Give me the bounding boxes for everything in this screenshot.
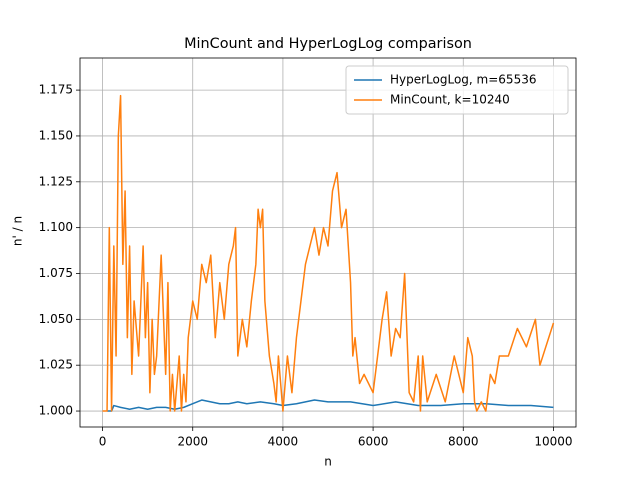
legend-label: HyperLogLog, m=65536 (390, 73, 536, 87)
x-tick-label: 0 (99, 435, 107, 449)
legend-box (345, 65, 569, 115)
y-tick-label: 1.075 (39, 266, 73, 280)
plot-frame (79, 57, 577, 428)
y-tick-label: 1.125 (39, 174, 73, 188)
series-line (107, 399, 554, 412)
x-axis-label: n (324, 455, 332, 469)
y-tick-label: 1.100 (39, 220, 73, 234)
y-tick-label: 1.150 (39, 128, 73, 142)
x-tick-label: 2000 (177, 435, 208, 449)
y-tick-label: 1.050 (39, 312, 73, 326)
x-tick-label: 10000 (534, 435, 572, 449)
chart-title: MinCount and HyperLogLog comparison (184, 36, 472, 52)
series-line (102, 94, 555, 412)
x-tick-label: 4000 (268, 435, 299, 449)
y-axis-label: n' / n (11, 216, 25, 246)
y-tick-label: 1.025 (39, 358, 73, 372)
y-tick-label: 1.175 (39, 83, 73, 97)
y-tick-label: 1.000 (39, 404, 73, 418)
x-tick-label: 8000 (448, 435, 479, 449)
legend-label: MinCount, k=10240 (390, 93, 510, 107)
x-tick-label: 6000 (358, 435, 389, 449)
